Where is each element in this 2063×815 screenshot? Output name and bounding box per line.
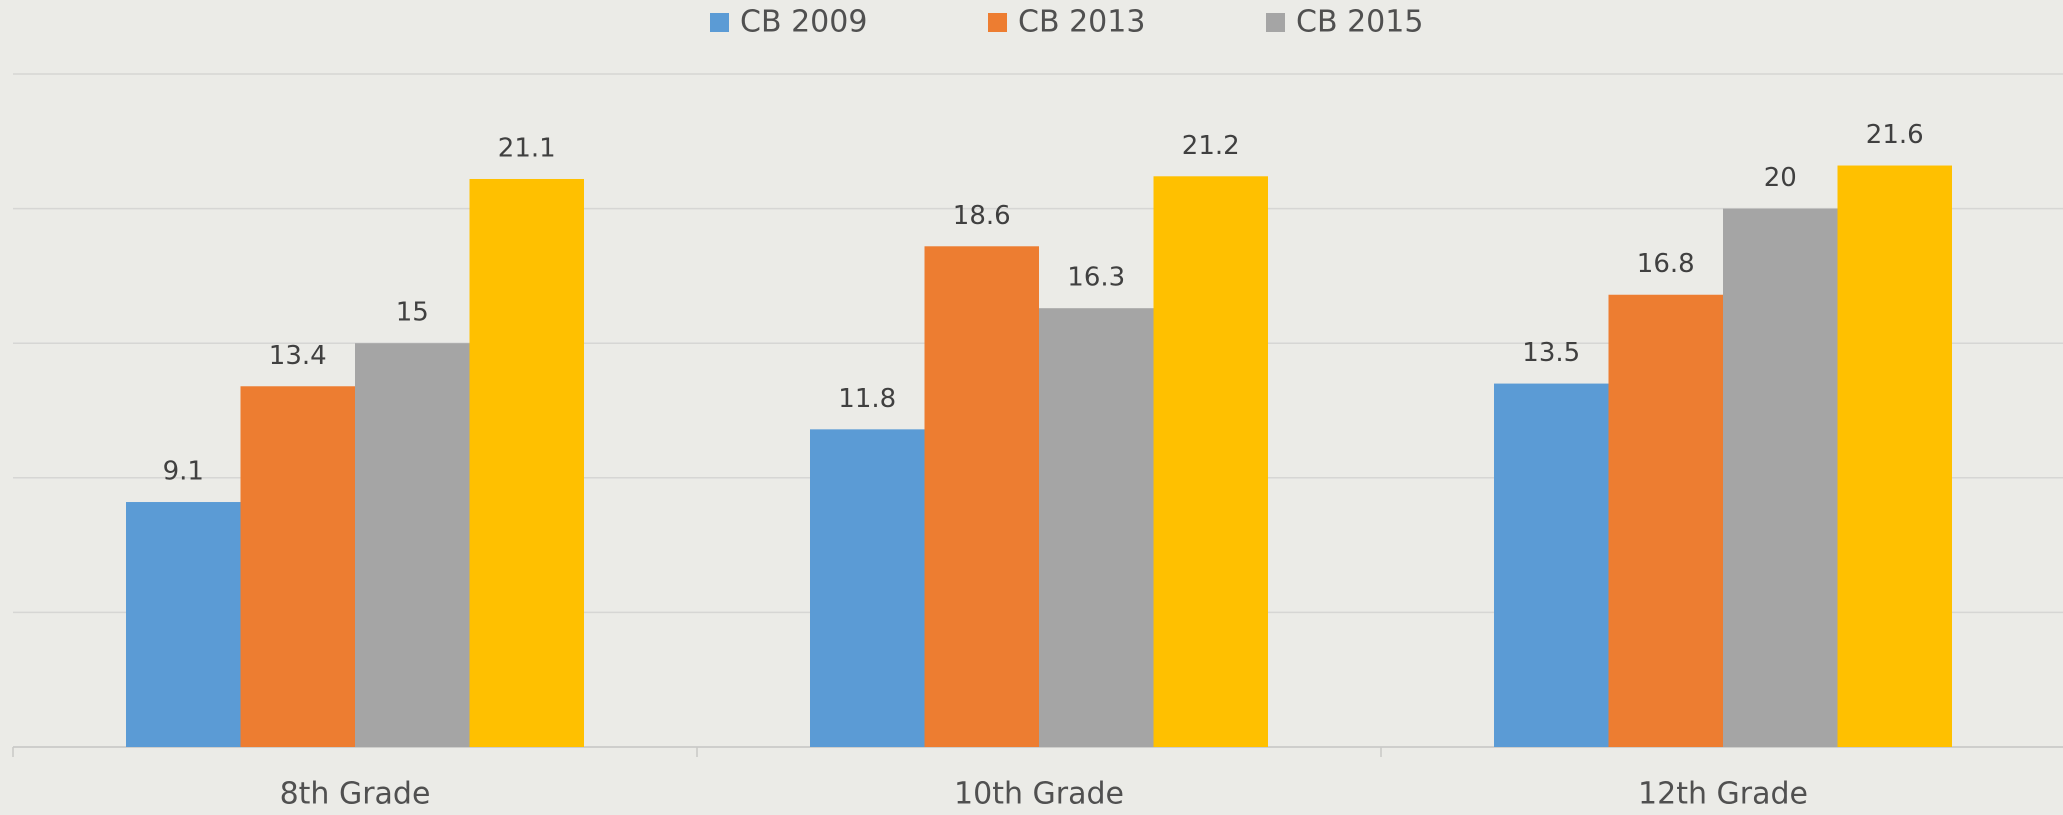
bar xyxy=(355,343,470,747)
bar xyxy=(469,178,584,747)
value-label: 21.1 xyxy=(498,133,556,163)
value-label: 21.2 xyxy=(1182,131,1240,161)
legend-swatch xyxy=(1266,13,1285,32)
legend-swatch xyxy=(988,13,1007,32)
value-label: 16.3 xyxy=(1067,263,1125,293)
legend-label: CB 2015 xyxy=(1296,5,1423,40)
value-label: 16.8 xyxy=(1637,249,1695,279)
bar xyxy=(810,429,925,747)
bar xyxy=(1039,308,1154,747)
x-tick-label: 12th Grade xyxy=(1638,777,1808,812)
legend-label: CB 2009 xyxy=(740,5,867,40)
legend-swatch xyxy=(710,13,729,32)
x-tick-label: 8th Grade xyxy=(280,777,431,812)
value-label: 9.1 xyxy=(163,457,204,487)
bar xyxy=(1153,176,1268,747)
bar xyxy=(1608,294,1723,747)
value-label: 13.5 xyxy=(1522,338,1580,368)
x-tick-label: 10th Grade xyxy=(954,777,1124,812)
bar xyxy=(240,386,355,747)
bar xyxy=(1723,208,1838,748)
value-label: 21.6 xyxy=(1866,120,1924,150)
value-label: 18.6 xyxy=(953,201,1011,231)
value-label: 13.4 xyxy=(269,341,327,371)
value-label: 15 xyxy=(396,298,429,328)
bar xyxy=(1494,383,1609,747)
bar xyxy=(126,502,241,747)
value-label: 20 xyxy=(1764,163,1797,193)
value-label: 11.8 xyxy=(838,384,896,414)
legend-label: CB 2013 xyxy=(1018,5,1145,40)
bar xyxy=(1837,165,1952,747)
bar xyxy=(924,246,1039,747)
